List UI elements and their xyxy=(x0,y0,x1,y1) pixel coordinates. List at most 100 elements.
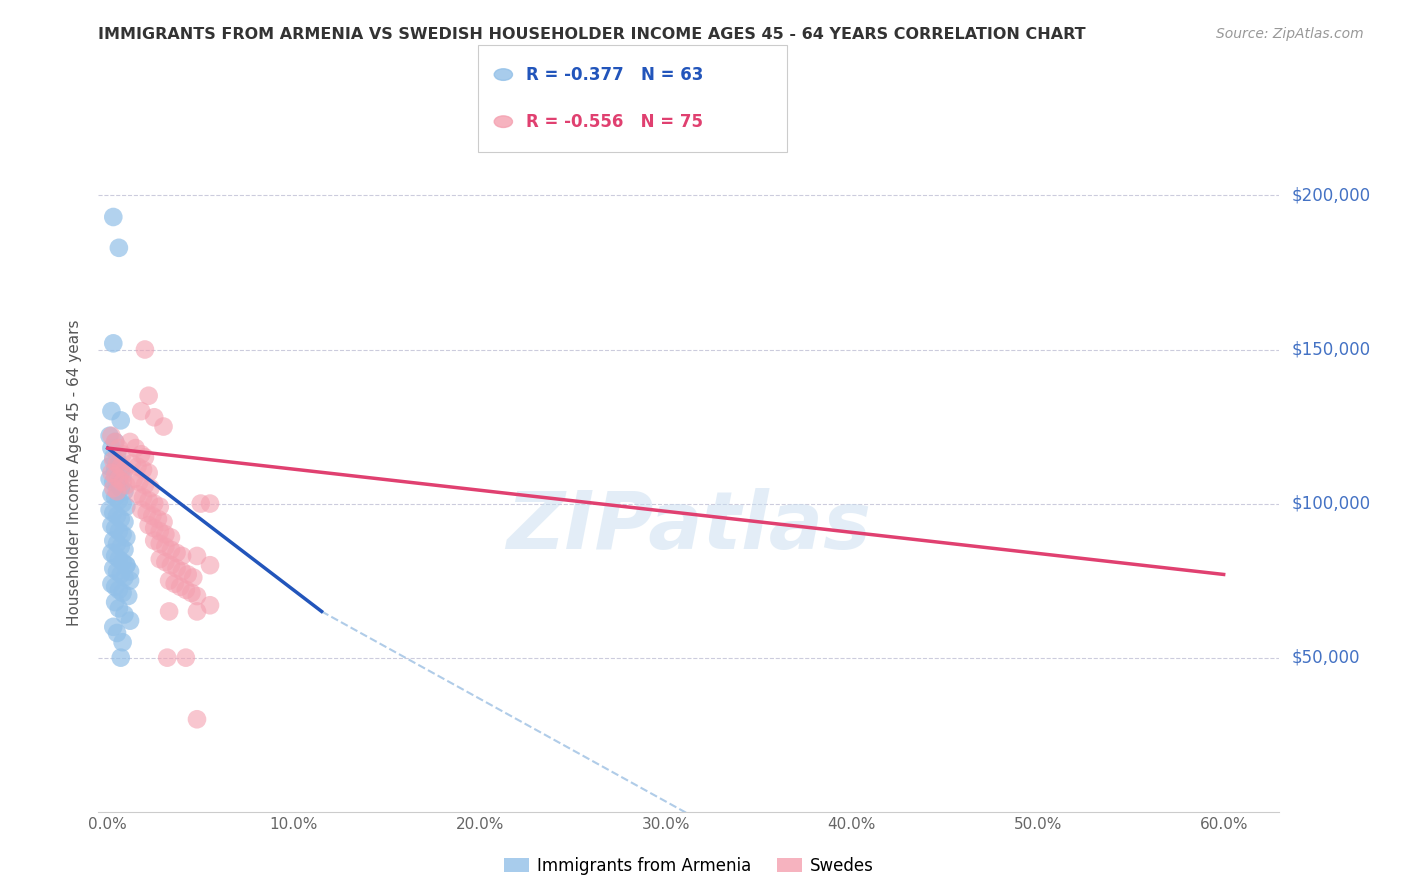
Point xyxy=(152,515,174,529)
Point xyxy=(104,434,127,449)
Point xyxy=(169,580,191,594)
Point xyxy=(103,450,125,465)
Point xyxy=(190,497,212,511)
Point xyxy=(143,410,166,425)
Point xyxy=(108,493,131,508)
Point xyxy=(105,536,128,550)
Point xyxy=(186,712,208,726)
Point xyxy=(186,589,208,603)
Point xyxy=(186,549,208,563)
Point xyxy=(100,518,122,533)
Point xyxy=(160,531,183,545)
Text: R = -0.556   N = 75: R = -0.556 N = 75 xyxy=(526,112,703,130)
Point xyxy=(108,524,131,539)
Point xyxy=(118,614,141,628)
Point xyxy=(117,589,139,603)
Point xyxy=(105,478,128,492)
Point xyxy=(146,512,169,526)
Point xyxy=(127,487,149,501)
Text: $150,000: $150,000 xyxy=(1291,341,1371,359)
Point xyxy=(104,549,127,563)
Point xyxy=(105,447,128,461)
Point xyxy=(110,650,132,665)
Point xyxy=(105,508,128,523)
Point xyxy=(100,487,122,501)
Point xyxy=(143,533,166,548)
Point xyxy=(111,468,134,483)
Point xyxy=(108,241,131,255)
Point xyxy=(100,576,122,591)
Point xyxy=(160,542,183,557)
Point xyxy=(111,475,134,489)
Point xyxy=(149,552,172,566)
Text: IMMIGRANTS FROM ARMENIA VS SWEDISH HOUSEHOLDER INCOME AGES 45 - 64 YEARS CORRELA: IMMIGRANTS FROM ARMENIA VS SWEDISH HOUSE… xyxy=(98,27,1085,42)
Point xyxy=(108,601,131,615)
Point xyxy=(157,574,180,588)
Point xyxy=(111,586,134,600)
Point xyxy=(103,620,125,634)
Point xyxy=(100,546,122,560)
Point xyxy=(111,497,134,511)
Point xyxy=(98,502,121,516)
Point xyxy=(115,478,138,492)
Point xyxy=(135,506,157,520)
Point xyxy=(129,404,152,418)
Point xyxy=(141,508,163,523)
Legend: Immigrants from Armenia, Swedes: Immigrants from Armenia, Swedes xyxy=(498,850,880,881)
Point xyxy=(104,491,127,505)
Point xyxy=(143,497,166,511)
Point xyxy=(132,463,155,477)
Point xyxy=(104,463,127,477)
Point xyxy=(108,457,131,471)
Point xyxy=(108,552,131,566)
Point xyxy=(134,478,156,492)
Point xyxy=(110,540,132,554)
Point xyxy=(174,650,197,665)
Text: Source: ZipAtlas.com: Source: ZipAtlas.com xyxy=(1216,27,1364,41)
Point xyxy=(155,540,177,554)
Point xyxy=(129,447,152,461)
Point xyxy=(129,502,152,516)
Point xyxy=(110,567,132,582)
Point xyxy=(127,459,149,474)
Point xyxy=(128,475,150,489)
Point xyxy=(115,500,138,514)
Point xyxy=(98,459,121,474)
Point xyxy=(104,468,127,483)
Point xyxy=(198,558,221,573)
Point xyxy=(163,576,186,591)
Point xyxy=(114,515,136,529)
Point xyxy=(111,555,134,569)
Point xyxy=(122,472,145,486)
Text: $50,000: $50,000 xyxy=(1291,648,1360,666)
Point xyxy=(111,447,134,461)
Point xyxy=(121,457,143,471)
Point xyxy=(114,463,136,477)
Point xyxy=(138,389,160,403)
Point xyxy=(180,586,202,600)
Point xyxy=(134,450,156,465)
Point xyxy=(110,481,132,495)
Point xyxy=(181,570,204,584)
Point xyxy=(139,481,162,495)
Point xyxy=(105,484,128,499)
Point xyxy=(110,512,132,526)
Point xyxy=(103,481,125,495)
Point xyxy=(156,650,179,665)
Point xyxy=(104,580,127,594)
Point xyxy=(110,413,132,427)
Point xyxy=(176,567,198,582)
Point xyxy=(149,536,172,550)
Point xyxy=(198,599,221,613)
Point xyxy=(155,527,177,541)
Point xyxy=(98,472,121,486)
Point xyxy=(114,607,136,622)
Point xyxy=(166,561,188,575)
Point xyxy=(160,558,183,573)
Point xyxy=(174,582,197,597)
Point xyxy=(149,500,172,514)
Point xyxy=(143,521,166,535)
Point xyxy=(172,549,194,563)
Point xyxy=(114,484,136,499)
Point xyxy=(111,527,134,541)
